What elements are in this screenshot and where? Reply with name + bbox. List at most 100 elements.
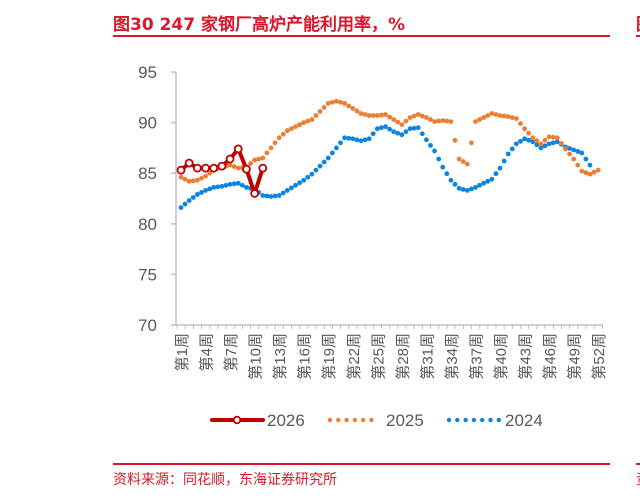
- dot: [567, 146, 572, 151]
- data-point: [334, 145, 339, 151]
- next-figure-title-fragment: 图: [636, 10, 640, 35]
- legend-2026-label: 2026: [267, 411, 305, 430]
- data-point: [227, 181, 233, 187]
- data-point: [203, 173, 208, 179]
- data-point: [391, 129, 397, 135]
- dot: [264, 150, 270, 156]
- data-point: [456, 185, 462, 191]
- dot: [591, 169, 597, 175]
- dot: [485, 178, 491, 184]
- data-point: [350, 106, 356, 111]
- dot: [346, 103, 352, 109]
- dot: [444, 118, 450, 124]
- dot: [575, 162, 581, 168]
- x-tick-label: 第31周: [418, 333, 436, 380]
- y-tick-label: 85: [138, 164, 157, 183]
- data-point: [334, 98, 339, 104]
- data-point: [284, 128, 290, 134]
- dot: [567, 151, 572, 157]
- data-point: [579, 150, 585, 156]
- x-tick-label: 第37周: [467, 333, 485, 380]
- dot: [485, 113, 491, 118]
- legend-2025-dot: [327, 417, 333, 423]
- dot: [264, 193, 270, 199]
- dot: [403, 118, 409, 124]
- data-point: [358, 138, 364, 144]
- dot: [477, 117, 482, 122]
- dot: [534, 138, 540, 144]
- dot: [239, 182, 245, 188]
- dot: [452, 181, 458, 187]
- x-tick-label: 第34周: [443, 333, 461, 380]
- data-point: [448, 177, 454, 183]
- dot: [280, 131, 286, 137]
- data-point: [415, 125, 421, 131]
- data-point: [489, 176, 495, 182]
- data-point: [227, 162, 233, 168]
- data-point: [284, 188, 290, 193]
- y-axis: 70 75 80 85 90 95: [138, 63, 177, 335]
- series-2025: [178, 98, 601, 184]
- x-tick-label: 第25周: [369, 333, 387, 380]
- data-point: [309, 171, 315, 177]
- data-point: [194, 192, 200, 197]
- edge-footer-rule: [636, 463, 640, 465]
- data-point: [505, 114, 511, 119]
- dot: [329, 99, 335, 105]
- dot: [395, 119, 401, 125]
- dot: [280, 190, 286, 196]
- dot: [428, 117, 433, 122]
- x-tick-label: 第10周: [247, 333, 265, 380]
- series-2024: [178, 124, 593, 211]
- data-point: [383, 124, 388, 130]
- dot: [493, 171, 499, 177]
- dot: [289, 185, 294, 191]
- data-point: [538, 141, 544, 147]
- data-point: [473, 119, 478, 124]
- series-2026: [176, 144, 268, 198]
- dot: [305, 118, 311, 124]
- dot: [468, 140, 474, 146]
- dot: [411, 113, 417, 119]
- dot: [329, 150, 335, 156]
- data-point: [317, 109, 323, 114]
- data-point: [276, 135, 282, 141]
- dot: [542, 143, 548, 149]
- dot: [583, 156, 589, 162]
- dot: [387, 126, 392, 132]
- x-tick-label: 第13周: [271, 333, 289, 380]
- data-point: [203, 188, 208, 193]
- dot: [411, 125, 417, 131]
- dot: [518, 138, 523, 144]
- data-point: [194, 177, 200, 183]
- footer-rule: [113, 463, 610, 465]
- data-point: [497, 165, 503, 171]
- data-point: [301, 177, 307, 183]
- dot: [509, 146, 515, 152]
- data-point: [211, 184, 217, 190]
- legend-2025-dot: [336, 417, 341, 423]
- dot: [354, 137, 360, 143]
- data-point: [250, 189, 260, 198]
- legend: 2026 2025 2024: [210, 411, 543, 430]
- data-point: [268, 145, 274, 151]
- dot: [526, 130, 532, 136]
- legend-2024-dot: [471, 417, 477, 423]
- legend-2024-dot: [455, 417, 460, 423]
- dot: [231, 164, 237, 170]
- data-point: [481, 180, 487, 186]
- dot: [452, 137, 458, 143]
- data-point: [489, 111, 495, 116]
- data-point: [513, 116, 519, 121]
- data-point: [293, 124, 298, 130]
- dot: [583, 170, 589, 176]
- x-axis: 第1周 第4周 第7周 第10周 第13周 第16周 第19周 第22周 第25周 第28周 第31…: [173, 324, 608, 380]
- dot: [207, 186, 213, 192]
- dot: [289, 126, 294, 132]
- x-tick-label: 第28周: [394, 333, 412, 380]
- x-tick-label: 第49周: [566, 333, 584, 380]
- data-point: [407, 115, 413, 120]
- legend-2024-dot: [480, 417, 485, 423]
- data-point: [366, 113, 372, 118]
- dot: [346, 135, 352, 141]
